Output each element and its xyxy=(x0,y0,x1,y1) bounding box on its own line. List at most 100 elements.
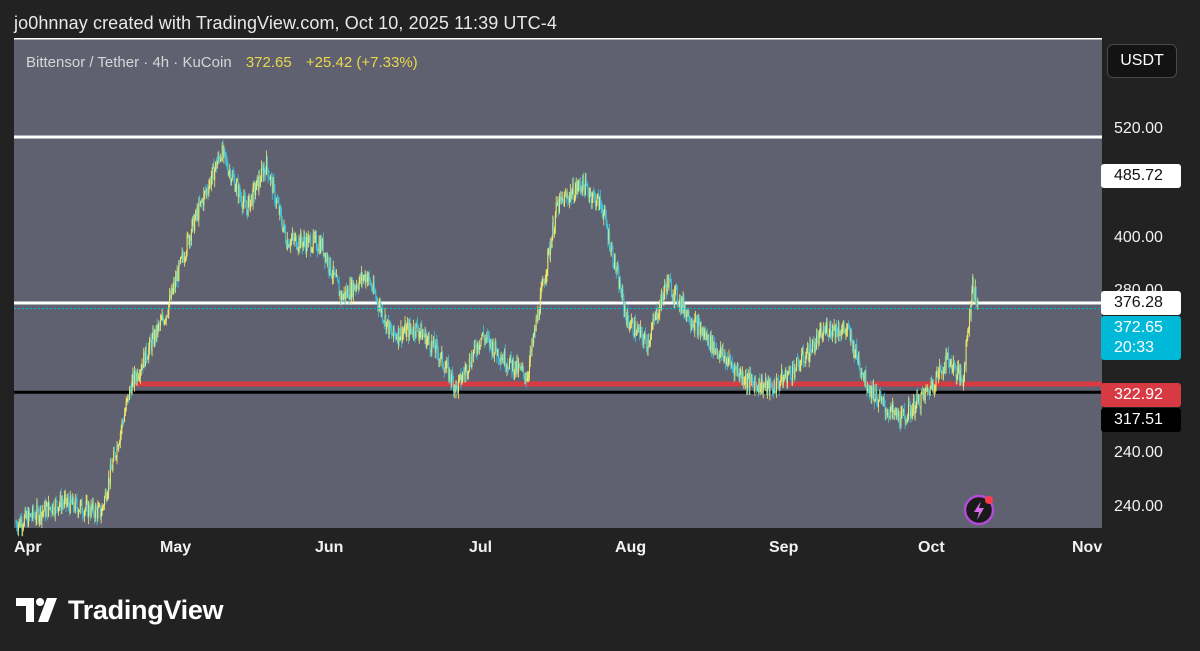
candle-body xyxy=(94,506,96,518)
candle-body xyxy=(19,519,21,527)
candle-body xyxy=(545,276,547,279)
candle-body xyxy=(748,374,750,388)
price-chart[interactable] xyxy=(14,38,1186,565)
x-tick-label: Jul xyxy=(469,539,493,556)
candle-body xyxy=(718,355,720,359)
candle-body xyxy=(617,267,619,270)
candle-body xyxy=(387,319,389,322)
candle-body xyxy=(531,339,533,352)
candle-body xyxy=(966,338,968,341)
candle-body xyxy=(294,237,296,242)
candle-body xyxy=(601,206,603,213)
candle-body xyxy=(827,335,829,337)
candle-body xyxy=(105,492,107,501)
candle-body xyxy=(589,192,591,195)
candle-body xyxy=(159,324,161,326)
candle-body xyxy=(837,332,839,336)
alert-bolt-icon[interactable] xyxy=(963,493,997,532)
candle-body xyxy=(252,185,254,205)
candle-body xyxy=(103,497,105,506)
candle-body xyxy=(81,500,83,513)
candle-body xyxy=(562,199,564,200)
candle-body xyxy=(572,183,574,193)
candle-body xyxy=(836,324,838,333)
candle-body xyxy=(661,291,663,298)
candle-body xyxy=(659,301,661,314)
candle-body xyxy=(919,406,921,409)
candle-body xyxy=(878,394,880,402)
tradingview-brand[interactable]: TradingView xyxy=(16,592,224,628)
candle-body xyxy=(717,351,719,356)
candle-body xyxy=(599,196,601,205)
candle-body xyxy=(154,331,156,340)
candle-body xyxy=(165,315,167,321)
candle-body xyxy=(968,308,970,330)
candle-body xyxy=(575,183,577,190)
chart-frame[interactable] xyxy=(14,38,1186,565)
candle-body xyxy=(329,257,331,272)
candle-body xyxy=(964,363,966,366)
candle-body xyxy=(425,331,427,347)
candle-body xyxy=(387,319,389,335)
candle-body xyxy=(975,286,977,303)
candle-body xyxy=(507,365,509,368)
candle-body xyxy=(242,202,244,209)
candle-body xyxy=(749,373,751,388)
symbol-legend[interactable]: Bittensor / Tether · 4h · KuCoin 372.65 … xyxy=(26,54,418,71)
price-tag-317: 317.51 xyxy=(1101,408,1181,432)
candle-body xyxy=(129,388,131,400)
candle-body xyxy=(523,373,525,381)
candle-body xyxy=(604,209,606,216)
candle-body xyxy=(473,349,475,358)
x-tick-label: Apr xyxy=(14,539,42,556)
candle-body xyxy=(176,272,178,282)
candle-body xyxy=(687,310,689,317)
candle-body xyxy=(167,314,169,316)
candle-body xyxy=(415,322,417,337)
candle-body xyxy=(110,464,112,470)
candle-body xyxy=(862,374,864,376)
candle-body xyxy=(447,362,449,380)
candle-body xyxy=(140,369,142,371)
candle-body xyxy=(626,312,628,325)
candle-body xyxy=(388,321,390,335)
candle-body xyxy=(17,527,19,531)
candle-body xyxy=(347,288,349,299)
candle-body xyxy=(269,178,271,181)
candle-body xyxy=(949,363,951,367)
candle-body xyxy=(973,277,975,294)
candle-body xyxy=(42,511,44,513)
candle-body xyxy=(482,332,484,336)
candle-body xyxy=(929,387,931,395)
candle-body xyxy=(776,378,778,393)
candle-body xyxy=(775,391,777,393)
candle-body xyxy=(28,510,30,516)
candle-body xyxy=(271,177,273,194)
candle-body xyxy=(737,369,739,375)
candle-body xyxy=(410,329,412,330)
plot-background xyxy=(14,38,1102,528)
candle-body xyxy=(391,329,393,336)
candle-body xyxy=(922,391,924,395)
candle-body xyxy=(850,334,852,341)
candle-body xyxy=(96,509,98,519)
candle-body xyxy=(684,310,686,314)
candle-body xyxy=(453,385,455,392)
candle-body xyxy=(582,175,584,192)
candle-body xyxy=(153,331,155,345)
candle-body xyxy=(318,241,320,251)
candle-body xyxy=(553,222,555,235)
current-price-tag: 372.65 20:33 xyxy=(1101,316,1181,360)
candle-body xyxy=(513,360,515,376)
candle-body xyxy=(337,280,339,284)
candle-body xyxy=(65,494,67,505)
candle-body xyxy=(584,185,586,196)
candle-body xyxy=(640,327,642,331)
candle-body xyxy=(524,379,526,381)
candle-body xyxy=(857,355,859,363)
candle-body xyxy=(92,502,94,509)
candle-body xyxy=(815,345,817,348)
candle-body xyxy=(593,192,595,194)
currency-button[interactable]: USDT xyxy=(1107,44,1177,78)
candle-body xyxy=(364,274,366,283)
